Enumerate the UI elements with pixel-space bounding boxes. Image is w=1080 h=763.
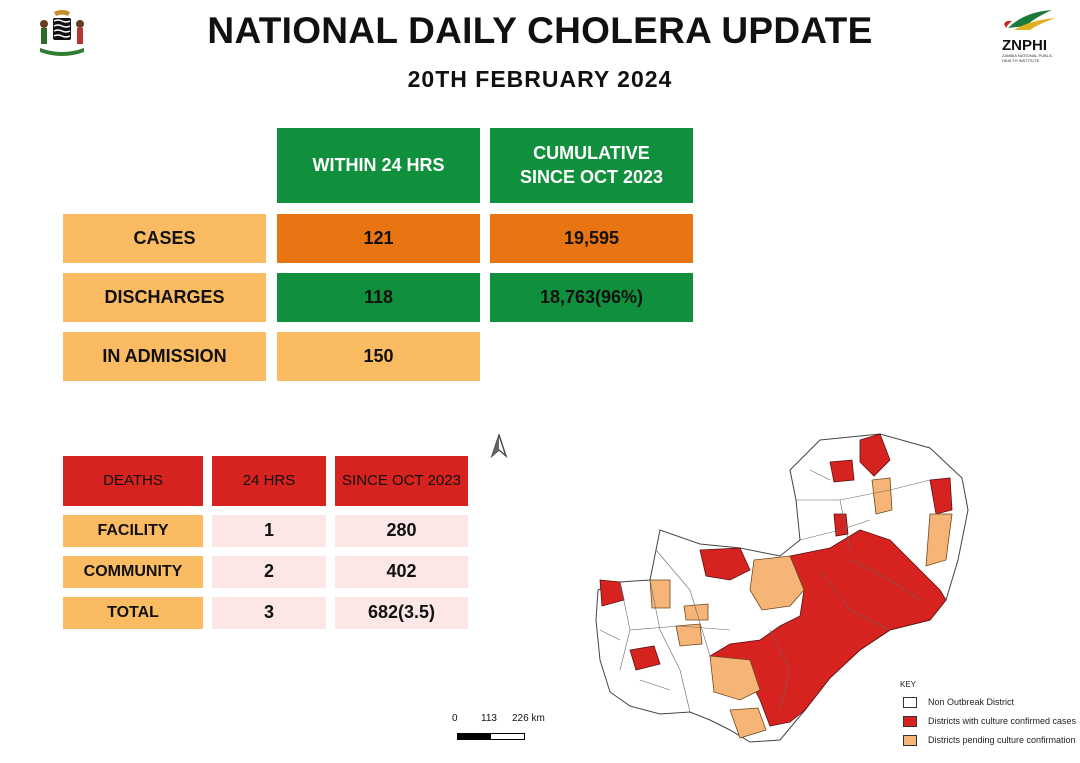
coat-of-arms-icon (34, 8, 90, 60)
header-within-24: WITHIN 24 HRS (277, 128, 480, 203)
district-map (590, 430, 980, 750)
key-label-non-outbreak: Non Outbreak District (928, 697, 1015, 707)
page-title: NATIONAL DAILY CHOLERA UPDATE (207, 10, 873, 51)
key-label-confirmed: Districts with culture confirmed cases (928, 716, 1077, 726)
report-date: 20TH FEBRUARY 2024 (407, 66, 673, 92)
deaths-header-24h: 24 HRS (212, 456, 326, 506)
deaths-label-community: COMMUNITY (63, 556, 203, 588)
scale-label-0: 0 (452, 713, 458, 724)
map-key-title: KEY (900, 680, 917, 689)
logo-subtext: ZAMBIA NATIONAL PUBLIC HEALTH INSTITUTE (1002, 53, 1053, 63)
deaths-label-total: TOTAL (63, 597, 203, 629)
logo-text: ZNPHI (1002, 37, 1047, 54)
scale-label-113: 113 (481, 713, 497, 724)
deaths-facility-since: 280 (335, 515, 468, 547)
bird-logo-icon (1004, 10, 1056, 30)
key-swatch-non-outbreak (903, 697, 917, 708)
scale-label-226: 226 km (512, 713, 545, 724)
deaths-total-24h: 3 (212, 597, 326, 629)
north-arrow-icon (490, 432, 508, 459)
key-swatch-pending (903, 735, 917, 746)
cases-24h: 121 (277, 214, 480, 263)
header-cumulative: CUMULATIVE SINCE OCT 2023 (490, 128, 693, 203)
row-label-in-admission: IN ADMISSION (63, 332, 266, 381)
confirmed-region (709, 529, 947, 727)
discharges-24h: 118 (277, 273, 480, 322)
deaths-label-facility: FACILITY (63, 515, 203, 547)
deaths-header-since: SINCE OCT 2023 (335, 456, 468, 506)
key-label-pending: Districts pending culture confirmation (928, 735, 1076, 745)
deaths-total-since: 682(3.5) (335, 597, 468, 629)
admission-24h: 150 (277, 332, 480, 381)
scale-bar (457, 733, 525, 740)
znphi-logo: ZNPHI ZAMBIA NATIONAL PUBLIC HEALTH INST… (990, 6, 1070, 68)
discharges-cumulative: 18,763(96%) (490, 273, 693, 322)
deaths-facility-24h: 1 (212, 515, 326, 547)
cases-cumulative: 19,595 (490, 214, 693, 263)
deaths-header: DEATHS (63, 456, 203, 506)
deaths-community-24h: 2 (212, 556, 326, 588)
row-label-cases: CASES (63, 214, 266, 263)
key-swatch-confirmed (903, 716, 917, 727)
row-label-discharges: DISCHARGES (63, 273, 266, 322)
deaths-community-since: 402 (335, 556, 468, 588)
